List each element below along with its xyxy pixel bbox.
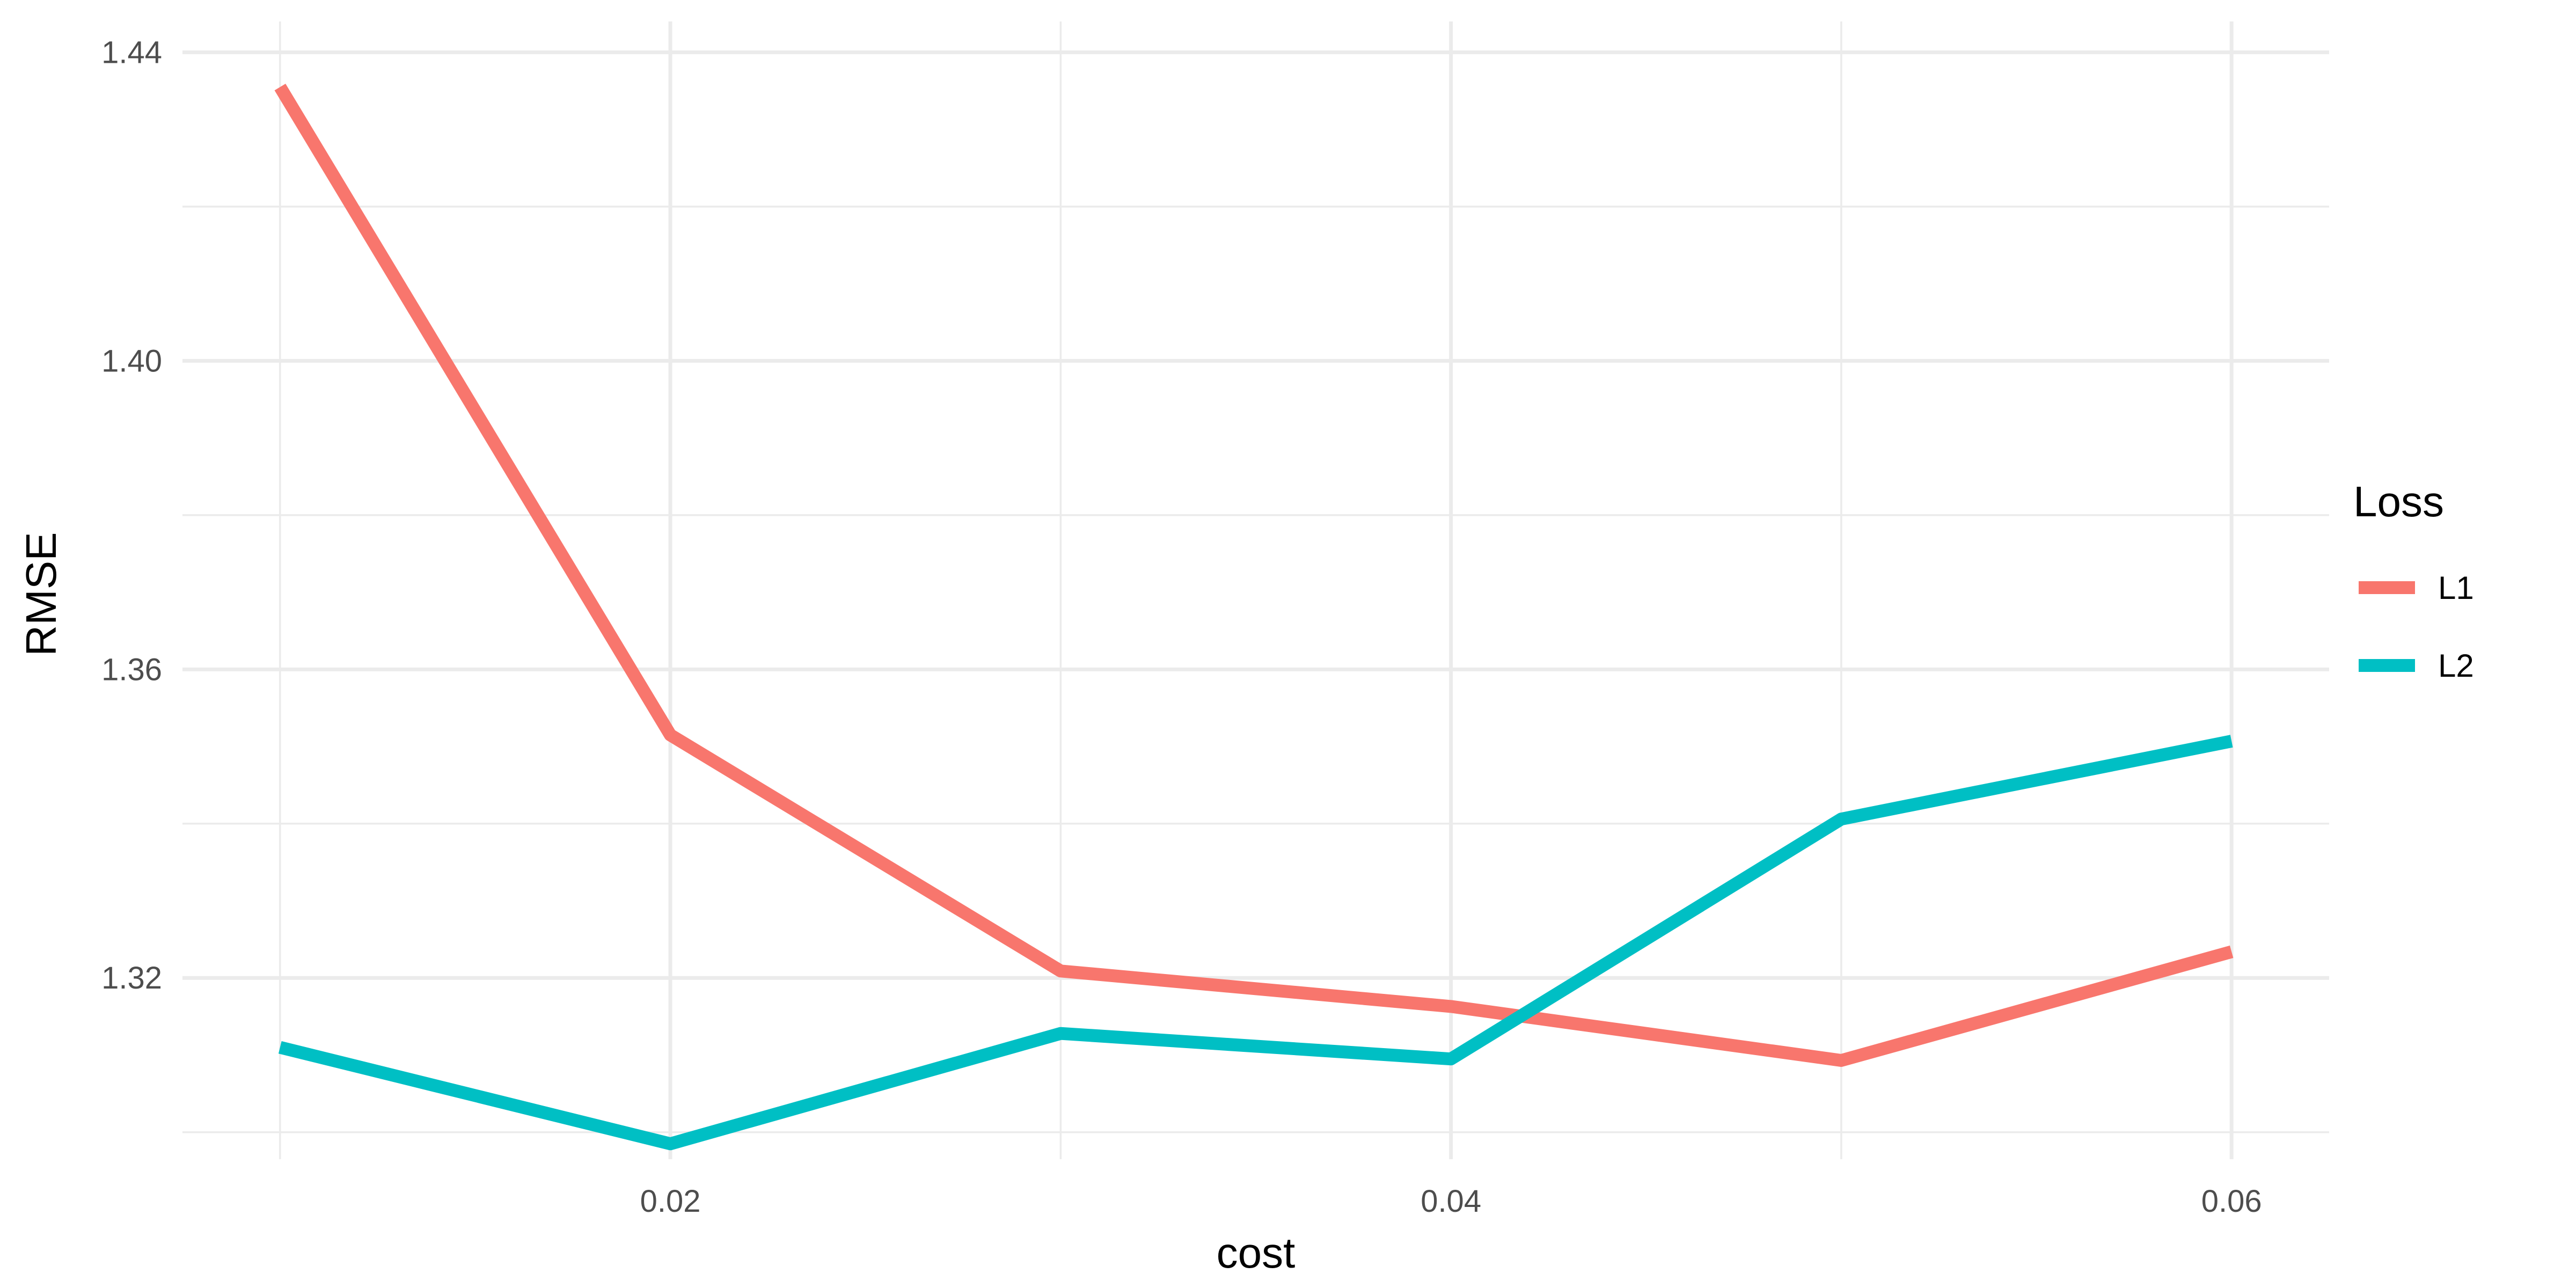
legend-items: L1 L2 [2359,570,2474,684]
series-lines [274,84,2234,1151]
legend-label-l2: L2 [2438,648,2474,684]
y-tick-label: 1.32 [101,961,162,996]
x-tick-label: 0.04 [1421,1184,1481,1219]
y-tick-label: 1.44 [101,35,162,70]
x-tick-label: 0.06 [2201,1184,2262,1219]
y-tick-label: 1.40 [101,343,162,378]
legend-label-l1: L1 [2438,570,2474,606]
x-tick-label: 0.02 [640,1184,701,1219]
x-axis-title: cost [1217,1229,1296,1277]
y-tick-label: 1.36 [101,652,162,687]
legend-title: Loss [2353,478,2444,525]
series-line-l2 [278,735,2233,1151]
legend: Loss L1 L2 [2353,478,2474,684]
y-axis-tick-labels: 1.32 1.36 1.40 1.44 [101,35,162,996]
major-gridlines [182,21,2329,1159]
y-axis-title: RMSE [17,532,65,656]
series-line-l1 [274,84,2234,1067]
x-axis-tick-labels: 0.02 0.04 0.06 [640,1184,2262,1219]
